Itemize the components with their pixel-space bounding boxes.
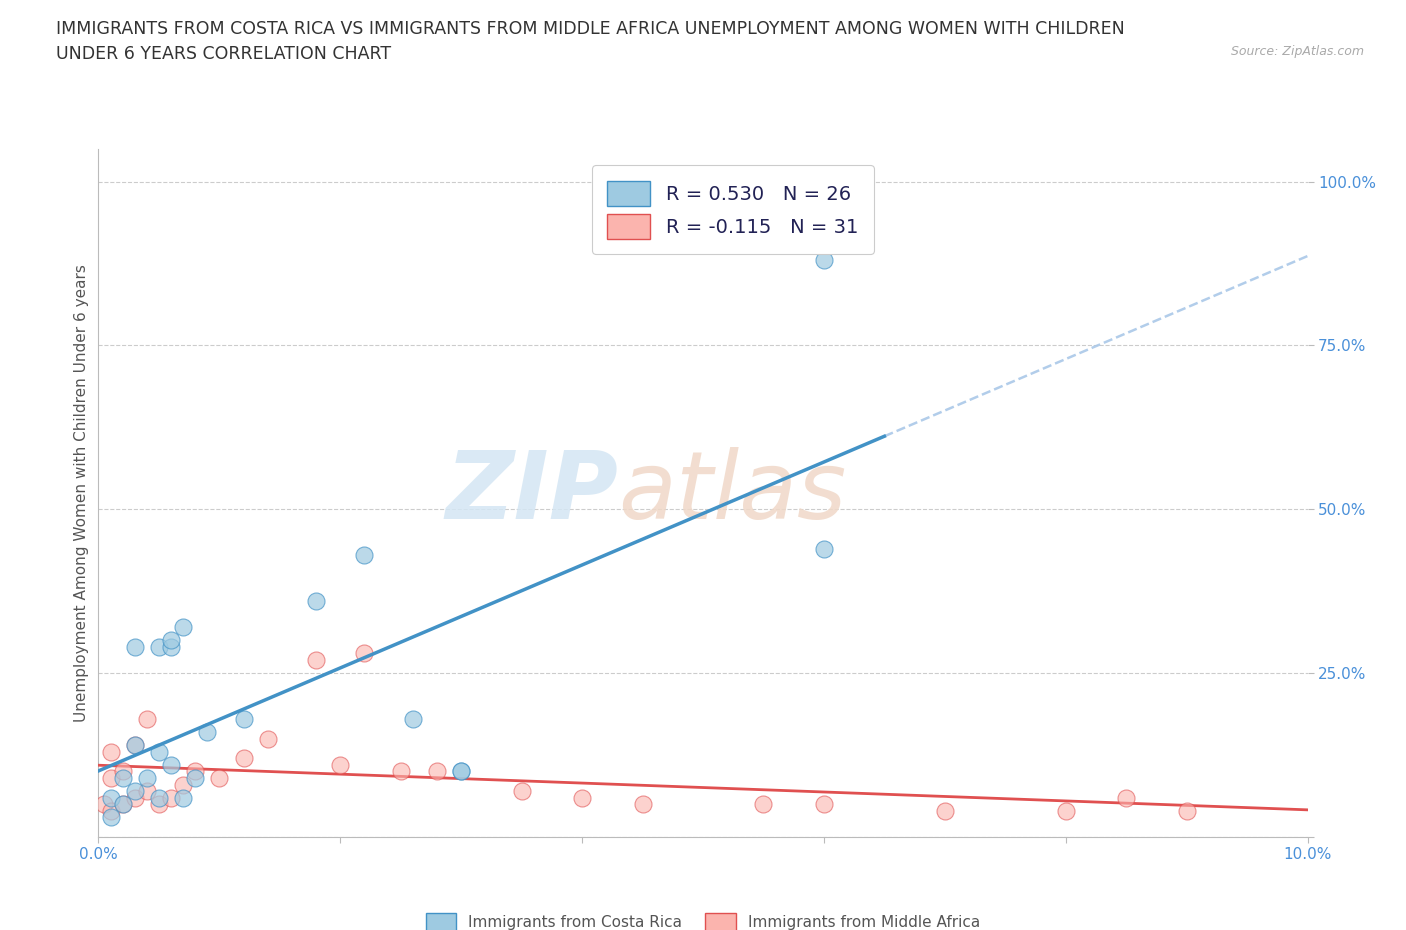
Point: [232, 711, 254, 726]
Point: [124, 737, 146, 752]
Point: [100, 804, 122, 818]
Point: [135, 711, 157, 726]
Point: [100, 810, 122, 825]
Point: [256, 731, 278, 746]
Point: [124, 790, 146, 805]
Point: [100, 744, 122, 759]
Point: [111, 771, 134, 786]
Point: [100, 790, 122, 805]
Point: [160, 790, 183, 805]
Point: [631, 797, 654, 812]
Point: [93, 797, 115, 812]
Point: [124, 640, 146, 655]
Text: atlas: atlas: [619, 447, 846, 538]
Point: [124, 737, 146, 752]
Point: [148, 797, 170, 812]
Point: [426, 764, 449, 779]
Point: [184, 764, 207, 779]
Point: [111, 797, 134, 812]
Legend: Immigrants from Costa Rica, Immigrants from Middle Africa: Immigrants from Costa Rica, Immigrants f…: [419, 907, 987, 930]
Point: [450, 764, 472, 779]
Point: [752, 797, 775, 812]
Point: [510, 784, 533, 799]
Point: [184, 771, 207, 786]
Point: [571, 790, 593, 805]
Point: [172, 790, 194, 805]
Point: [389, 764, 412, 779]
Point: [353, 548, 375, 563]
Point: [1175, 804, 1198, 818]
Point: [402, 711, 425, 726]
Text: IMMIGRANTS FROM COSTA RICA VS IMMIGRANTS FROM MIDDLE AFRICA UNEMPLOYMENT AMONG W: IMMIGRANTS FROM COSTA RICA VS IMMIGRANTS…: [56, 20, 1125, 38]
Point: [195, 724, 218, 739]
Point: [813, 253, 835, 268]
Point: [813, 797, 835, 812]
Point: [305, 653, 328, 668]
Point: [160, 757, 183, 772]
Text: ZIP: ZIP: [446, 447, 619, 538]
Point: [135, 784, 157, 799]
Point: [934, 804, 956, 818]
Point: [208, 771, 231, 786]
Point: [100, 771, 122, 786]
Point: [353, 646, 375, 661]
Point: [160, 633, 183, 648]
Point: [329, 757, 352, 772]
Point: [1054, 804, 1077, 818]
Point: [148, 790, 170, 805]
Point: [305, 593, 328, 608]
Text: UNDER 6 YEARS CORRELATION CHART: UNDER 6 YEARS CORRELATION CHART: [56, 45, 391, 62]
Point: [172, 777, 194, 792]
Point: [111, 764, 134, 779]
Point: [232, 751, 254, 765]
Point: [148, 744, 170, 759]
Point: [160, 640, 183, 655]
Text: Source: ZipAtlas.com: Source: ZipAtlas.com: [1230, 45, 1364, 58]
Point: [124, 784, 146, 799]
Point: [1115, 790, 1137, 805]
Point: [450, 764, 472, 779]
Point: [111, 797, 134, 812]
Point: [813, 541, 835, 556]
Y-axis label: Unemployment Among Women with Children Under 6 years: Unemployment Among Women with Children U…: [75, 264, 89, 722]
Point: [135, 771, 157, 786]
Point: [172, 619, 194, 634]
Point: [148, 640, 170, 655]
